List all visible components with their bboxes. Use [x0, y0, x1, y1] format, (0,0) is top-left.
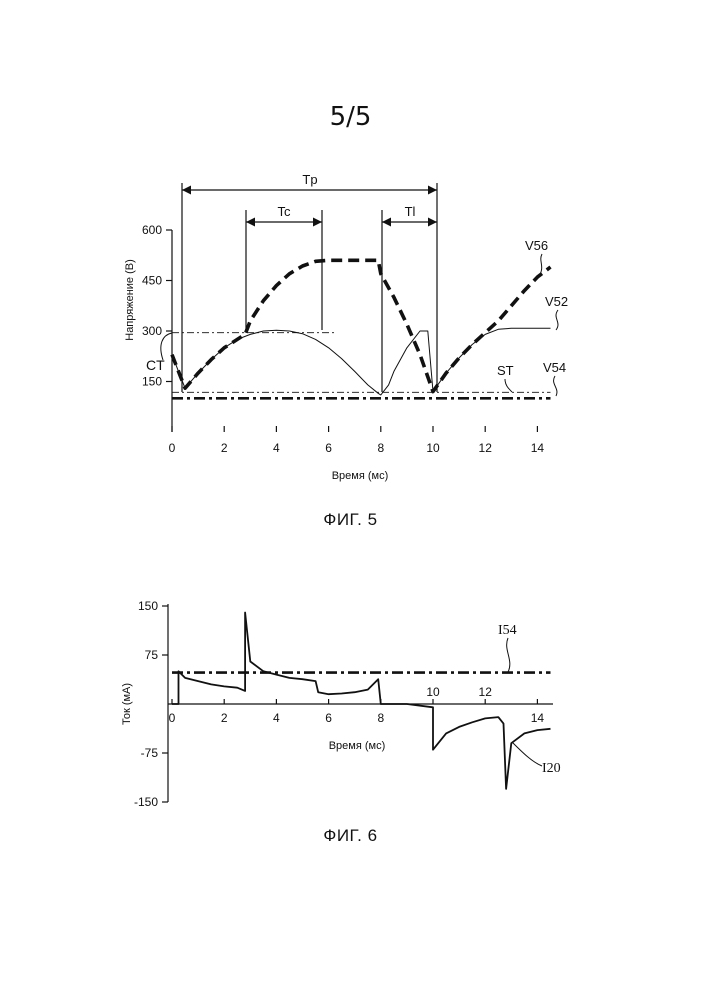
- tp-label: Tp: [302, 172, 317, 187]
- fig6-y-tick-label: 75: [145, 648, 159, 662]
- fig5-x-tick-label: 12: [479, 441, 493, 455]
- fig5-x-tick-label: 14: [531, 441, 545, 455]
- fig5-x-axis-title: Время (мс): [332, 470, 389, 482]
- page-number: 5/5: [0, 102, 701, 132]
- fig6-y-tick-label: -75: [141, 746, 159, 760]
- fig6-x-tick-label: 0: [169, 711, 176, 725]
- figure-5-caption: ФИГ. 5: [0, 510, 701, 530]
- ct-leader: [161, 333, 172, 360]
- fig6-x-tick-label: 8: [377, 711, 384, 725]
- v56-label: V56: [525, 238, 548, 253]
- st-leader: [505, 379, 512, 392]
- fig5-x-tick-label: 0: [169, 441, 176, 455]
- fig5-y-tick-label: 150: [142, 375, 162, 389]
- v52-leader: [556, 310, 558, 330]
- fig6-series-i20: [172, 613, 551, 789]
- i20-leader: [512, 742, 542, 766]
- st-label: ST: [497, 363, 514, 378]
- fig5-y-axis-title: Напряжение (В): [124, 259, 136, 341]
- i54-label: I54: [498, 623, 517, 638]
- i54-leader: [507, 638, 510, 672]
- fig5-series-v52: [172, 328, 551, 395]
- fig5-x-tick-label: 10: [426, 441, 440, 455]
- fig5-y-tick-label: 600: [142, 223, 162, 237]
- fig5-x-tick-label: 8: [377, 441, 384, 455]
- fig5-x-tick-label: 2: [221, 441, 228, 455]
- fig5-y-tick-label: 450: [142, 274, 162, 288]
- fig5-series-v56: [172, 260, 551, 391]
- fig5-x-tick-label: 6: [325, 441, 332, 455]
- fig6-x-axis-title: Время (мс): [329, 740, 386, 752]
- i20-label: I20: [542, 761, 561, 776]
- fig6-y-tick-label: 150: [138, 599, 158, 613]
- fig6-x-tick-label: 2: [221, 711, 228, 725]
- fig6-y-tick-label: -150: [134, 795, 158, 809]
- tc-label: Tc: [278, 204, 292, 219]
- fig5-x-tick-label: 4: [273, 441, 280, 455]
- tl-label: Tl: [405, 204, 416, 219]
- fig6-x-tick-label: 12: [479, 685, 493, 699]
- figure-5-chart: 02468101214150300450600 Tp Tc Tl CT ST V…: [0, 178, 701, 478]
- fig5-y-tick-label: 300: [142, 324, 162, 338]
- fig6-x-tick-label: 4: [273, 711, 280, 725]
- figure-6-chart: 0 2 4 6 8 14 10 12 150 75 -75 -150 I54 I20 Ток (мА)…: [0, 595, 701, 815]
- ct-label: CT: [146, 357, 165, 373]
- v52-label: V52: [545, 294, 568, 309]
- fig6-x-tick-label: 14: [531, 711, 545, 725]
- v54-leader: [554, 376, 557, 396]
- fig6-x-tick-label: 10: [426, 685, 440, 699]
- fig6-x-tick-label: 6: [325, 711, 332, 725]
- figure-6-caption: ФИГ. 6: [0, 826, 701, 846]
- fig6-y-axis-title: Ток (мА): [121, 683, 133, 725]
- v54-label: V54: [543, 360, 566, 375]
